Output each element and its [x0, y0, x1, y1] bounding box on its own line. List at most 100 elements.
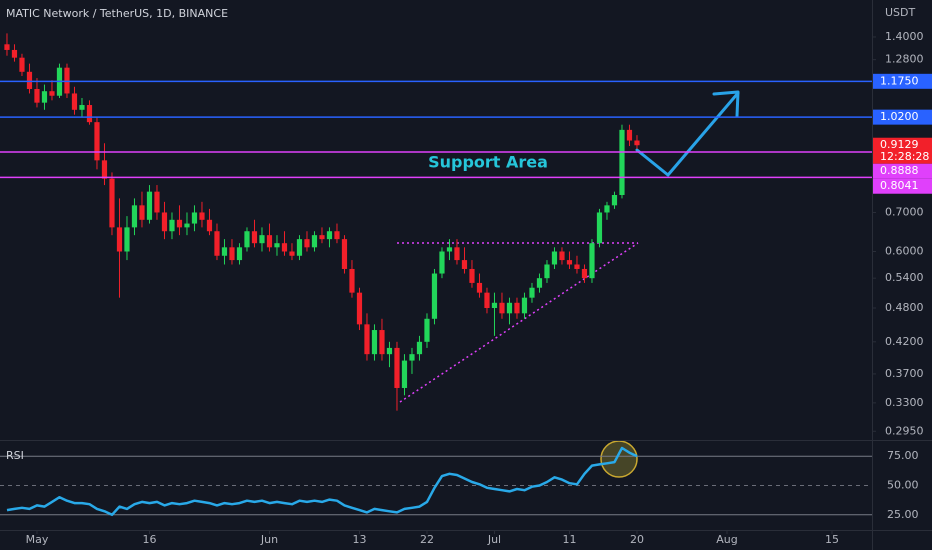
candle-body: [551, 251, 558, 265]
candle-body: [416, 341, 423, 355]
candle-body: [86, 105, 93, 123]
candle-body: [326, 231, 333, 240]
x-tick-label: 20: [630, 533, 644, 546]
forecast-arrow: [635, 91, 740, 177]
candle-body: [499, 302, 505, 314]
candle-body: [71, 93, 78, 110]
candle-body: [506, 302, 513, 314]
candle-body: [199, 212, 205, 220]
candle-body: [11, 49, 18, 58]
candle-body: [266, 235, 273, 248]
candle-body: [634, 140, 640, 146]
price-label: 0.9129: [880, 138, 919, 151]
candle-body: [281, 243, 288, 252]
candle-body: [454, 247, 460, 261]
price-label-box: [873, 178, 932, 194]
candle-body: [544, 264, 550, 279]
candle-body: [484, 292, 490, 309]
candle-body: [169, 219, 175, 232]
candle-body: [619, 129, 625, 195]
candle-body: [49, 91, 55, 96]
candle-body: [589, 243, 595, 279]
candle-body: [371, 330, 378, 355]
candle-body: [379, 330, 385, 355]
x-tick-label: 22: [420, 533, 434, 546]
candle-body: [259, 235, 265, 244]
candle-body: [469, 268, 475, 283]
price-label: 1.1750: [880, 74, 919, 87]
candle-body: [41, 91, 48, 103]
candle-body: [439, 251, 445, 274]
candle-body: [581, 268, 588, 279]
candle-body: [251, 231, 258, 244]
candle-body: [296, 239, 303, 256]
candle-body: [4, 44, 10, 50]
rsi-tick-label: 75.00: [887, 449, 919, 462]
candle-body: [461, 260, 468, 269]
y-tick-label: 0.4200: [885, 335, 924, 348]
candle-body: [356, 292, 363, 325]
y-tick-label: 0.6000: [885, 245, 924, 258]
candle-body: [334, 231, 340, 240]
y-tick-label: 0.3700: [885, 367, 924, 380]
candle-body: [311, 235, 318, 248]
candle-body: [34, 88, 40, 103]
candle-body: [304, 239, 310, 248]
price-label-box: [873, 163, 932, 179]
price-label-box: [873, 109, 932, 125]
candle-body: [176, 219, 183, 228]
candle-body: [229, 247, 235, 261]
candle-body: [574, 264, 580, 269]
price-label: 1.0200: [880, 110, 919, 123]
candle-body: [349, 268, 355, 293]
x-tick-label: 13: [352, 533, 366, 546]
candle-body: [19, 57, 25, 72]
candle-body: [341, 239, 348, 269]
price-label-box: [873, 73, 932, 89]
candle-body: [596, 212, 603, 244]
chart-title: MATIC Network / TetherUS, 1D, BINANCE: [6, 7, 228, 20]
candle-body: [191, 212, 198, 224]
rsi-tick-label: 50.00: [887, 479, 919, 492]
candle-body: [514, 302, 520, 314]
candle-body: [244, 231, 250, 248]
candle-body: [446, 247, 453, 252]
candle-body: [409, 354, 415, 361]
x-tick-label: 15: [825, 533, 839, 546]
price-label-box: [873, 137, 932, 164]
candle-body: [566, 260, 573, 265]
y-tick-label: 0.4800: [885, 301, 924, 314]
x-tick-label: May: [26, 533, 49, 546]
candle-body: [431, 273, 438, 319]
candle-body: [611, 194, 618, 206]
x-tick-label: Jul: [487, 533, 501, 546]
x-tick-label: 11: [562, 533, 576, 546]
candle-body: [214, 231, 220, 256]
candle-body: [536, 278, 543, 288]
candle-body: [394, 347, 400, 388]
arrow-head: [712, 90, 740, 118]
candle-body: [424, 318, 430, 342]
candle-body: [139, 205, 145, 220]
candle-body: [131, 205, 138, 228]
rsi-line: [6, 446, 638, 517]
x-tick-label: 16: [142, 533, 156, 546]
highlight-circle: [600, 440, 638, 478]
price-label: 0.8888: [880, 164, 919, 177]
candle-body: [319, 235, 325, 240]
candle-body: [116, 227, 123, 252]
candle-body: [559, 251, 565, 261]
candle-body: [154, 191, 160, 213]
candle-body: [124, 227, 130, 252]
candle-body: [274, 243, 280, 248]
candle-body: [604, 205, 610, 213]
rsi-tick-label: 25.00: [887, 508, 919, 521]
candle-body: [529, 287, 535, 298]
candle-body: [206, 219, 213, 232]
candle-body: [386, 347, 393, 355]
candle-body: [221, 247, 228, 256]
candle-body: [109, 178, 115, 228]
x-tick-label: Aug: [716, 533, 737, 546]
